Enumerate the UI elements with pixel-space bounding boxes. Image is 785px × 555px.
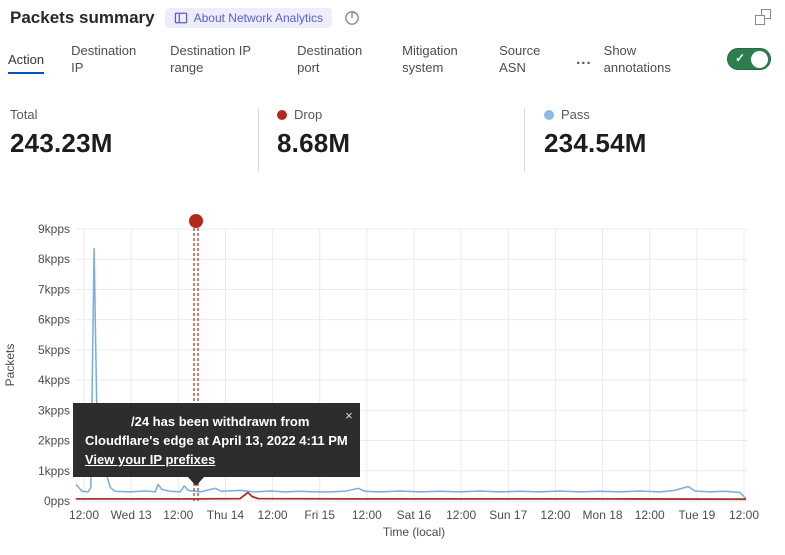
x-tick-label: Wed 13 <box>111 508 152 522</box>
dimension-tabs: Action Destination IP Destination IP ran… <box>8 42 686 76</box>
y-tick-label: 9kpps <box>38 222 70 236</box>
stat-drop-label: Drop <box>294 107 323 122</box>
x-axis-label: Time (local) <box>383 525 445 539</box>
tab-mitigation-system[interactable]: Mitigation system <box>402 43 458 75</box>
tooltip-arrow <box>188 477 204 486</box>
stat-pass-value: 234.54M <box>544 128 647 158</box>
y-tick-label: 8kpps <box>38 252 70 266</box>
y-tick-label: 5kpps <box>38 343 70 357</box>
summary-stats: Total 243.23M Drop 8.68M Pass 234.54M <box>0 107 785 177</box>
pass-line <box>75 247 747 500</box>
drop-dot-icon <box>277 109 287 120</box>
pass-dot-icon <box>544 109 554 120</box>
tooltip-line1: /24 has been withdrawn from <box>131 414 310 429</box>
card-header: Packets summary About Network Analytics <box>10 8 360 28</box>
drop-line <box>76 491 747 501</box>
badge-label: About Network Analytics <box>193 11 323 25</box>
y-tick-label: 3kpps <box>38 403 70 417</box>
annotation-marker[interactable] <box>189 214 204 228</box>
x-tick-label: 12:00 <box>446 508 476 522</box>
x-tick-label: 12:00 <box>635 508 665 522</box>
x-tick-label: Sat 16 <box>397 508 432 522</box>
tab-destination-port[interactable]: Destination port <box>297 43 363 75</box>
tab-source-asn[interactable]: Source ASN <box>499 43 541 75</box>
more-tabs-button[interactable]: ... <box>576 50 592 68</box>
show-annotations-toggle[interactable]: ✓ <box>727 48 771 70</box>
tab-action[interactable]: Action <box>8 51 45 74</box>
axis-ticks: 0pps 1kpps 2kpps 3kpps 4kpps 5kpps 6kpps 7kpps 8… <box>38 222 759 522</box>
about-network-analytics-badge[interactable]: About Network Analytics <box>164 8 332 28</box>
expand-square-front <box>755 15 765 25</box>
stat-total-label: Total <box>10 107 38 122</box>
book-icon <box>174 12 188 24</box>
expand-card-icon[interactable] <box>755 9 771 25</box>
y-tick-label: 7kpps <box>38 282 70 296</box>
page-title: Packets summary <box>10 8 155 27</box>
stat-total-value: 243.23M <box>10 128 113 158</box>
expand-square-back <box>761 9 771 19</box>
stat-total: Total 243.23M <box>10 107 113 159</box>
annotation-tooltip: × /24 has been withdrawn from Cloudflare… <box>73 403 360 486</box>
y-tick-label: 6kpps <box>38 313 70 327</box>
view-ip-prefixes-link[interactable]: View your IP prefixes <box>85 452 216 467</box>
x-tick-label: 12:00 <box>729 508 759 522</box>
stat-drop: Drop 8.68M <box>277 107 350 159</box>
show-annotations-label: Show annotations <box>603 43 671 75</box>
time-range-icon[interactable] <box>344 10 360 26</box>
tab-destination-ip[interactable]: Destination IP <box>71 43 137 75</box>
x-tick-label: Fri 15 <box>304 508 335 522</box>
stat-pass-label: Pass <box>561 107 590 122</box>
x-tick-label: 12:00 <box>258 508 288 522</box>
x-tick-label: Tue 19 <box>678 508 715 522</box>
tab-destination-ip-range[interactable]: Destination IP range <box>170 43 251 75</box>
y-tick-label: 1kpps <box>38 464 70 478</box>
stat-pass: Pass 234.54M <box>544 107 647 159</box>
stat-divider <box>524 108 525 172</box>
y-tick-label: 0pps <box>44 494 70 508</box>
stat-drop-value: 8.68M <box>277 128 351 158</box>
y-axis-label: Packets <box>3 344 17 387</box>
y-tick-label: 2kpps <box>38 434 70 448</box>
x-tick-label: 12:00 <box>69 508 99 522</box>
x-tick-label: 12:00 <box>540 508 570 522</box>
y-tick-label: 4kpps <box>38 373 70 387</box>
tooltip-close-icon[interactable]: × <box>345 408 353 423</box>
x-tick-label: Sun 17 <box>489 508 527 522</box>
toggle-check-icon: ✓ <box>735 51 746 65</box>
x-tick-label: Mon 18 <box>583 508 623 522</box>
tooltip-line2: Cloudflare's edge at April 13, 2022 4:11… <box>85 433 348 448</box>
x-tick-label: Thu 14 <box>207 508 245 522</box>
x-tick-label: 12:00 <box>163 508 193 522</box>
x-tick-label: 12:00 <box>352 508 382 522</box>
stat-divider <box>258 108 259 172</box>
toggle-knob <box>751 50 768 68</box>
